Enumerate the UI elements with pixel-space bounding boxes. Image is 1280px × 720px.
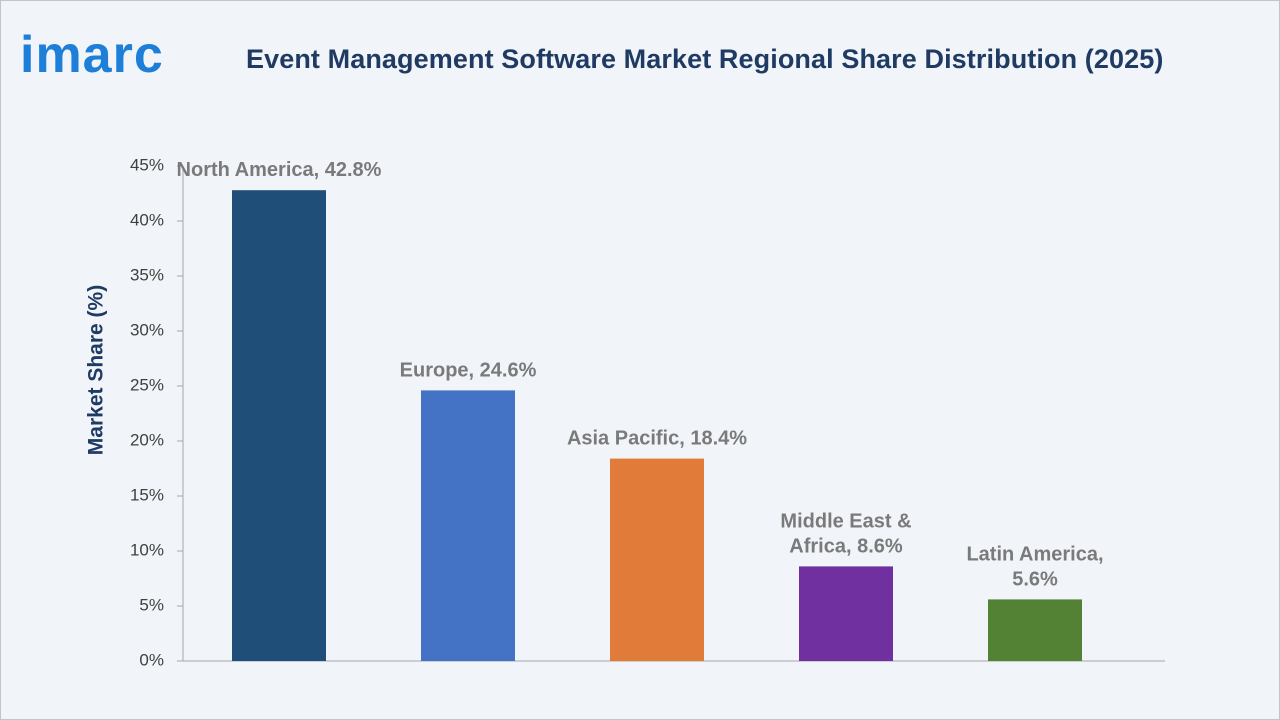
y-tick-label: 45% [130, 155, 164, 174]
bar-data-label: Latin America, [966, 543, 1103, 565]
data-labels: North America, 42.8% Europe, 24.6% Asia Pa… [177, 159, 1104, 590]
bar-data-label: Europe, 24.6% [400, 359, 537, 381]
bar-latin-america [988, 599, 1082, 661]
bar-data-label: Middle East & [780, 510, 911, 532]
y-tick-label: 40% [130, 210, 164, 229]
y-axis: 0% 5% 10% 15% 20% 25% 30% 35% 40% 45% [130, 155, 1165, 669]
y-tick-label: 25% [130, 375, 164, 394]
bar-middle-east-africa [799, 566, 893, 661]
y-axis-label: Market Share (%) [85, 285, 108, 455]
y-tick-label: 10% [130, 540, 164, 559]
y-tick-label: 5% [139, 595, 164, 614]
bar-europe [421, 390, 515, 661]
bar-data-label: North America, 42.8% [177, 159, 382, 181]
bar-asia-pacific [610, 458, 704, 661]
y-tick-label: 0% [139, 650, 164, 669]
imarc-logo: imarc [20, 26, 164, 82]
logo-text: imarc [20, 26, 164, 82]
y-tick-label: 20% [130, 430, 164, 449]
y-tick-label: 35% [130, 265, 164, 284]
bar-north-america [232, 190, 326, 661]
bars [232, 190, 1082, 661]
y-tick-label: 15% [130, 485, 164, 504]
bar-data-label: Asia Pacific, 18.4% [567, 428, 747, 450]
chart-title: Event Management Software Market Regiona… [246, 44, 1164, 74]
bar-data-label: Africa, 8.6% [789, 535, 903, 557]
bar-data-label: 5.6% [1012, 568, 1058, 590]
y-tick-label: 30% [130, 320, 164, 339]
